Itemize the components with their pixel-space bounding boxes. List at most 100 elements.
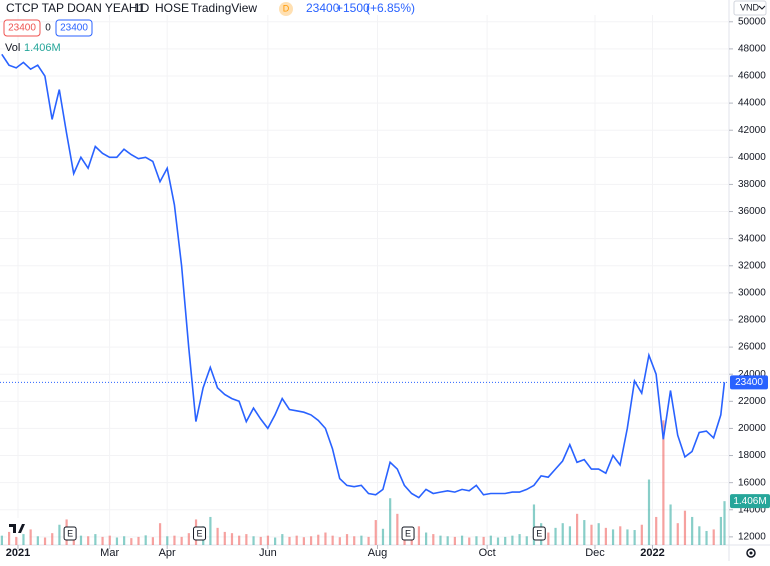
- volume-bar: [640, 524, 643, 545]
- volume-bar: [302, 537, 305, 545]
- volume-bar: [676, 523, 679, 545]
- volume-bar: [137, 536, 140, 545]
- volume-bar: [669, 504, 672, 545]
- volume-bar: [554, 527, 557, 545]
- volume-bar: [87, 536, 90, 545]
- volume-bar: [281, 534, 284, 545]
- y-tick-label: 20000: [738, 423, 766, 434]
- volume-bar: [561, 523, 564, 545]
- spread: 0: [45, 23, 51, 34]
- volume-last-axis-label: 1.406M: [733, 496, 766, 507]
- y-tick-label: 24000: [738, 369, 766, 380]
- volume-bar: [223, 531, 226, 545]
- y-tick-label: 42000: [738, 125, 766, 136]
- volume-bar: [425, 532, 428, 545]
- volume-bar: [259, 536, 262, 545]
- event-marker[interactable]: E: [63, 526, 77, 541]
- volume-bar: [353, 536, 356, 545]
- y-tick-label: 16000: [738, 477, 766, 488]
- volume-bar: [633, 530, 636, 545]
- volume-bar: [58, 524, 61, 545]
- volume-bar: [144, 535, 147, 545]
- y-tick-label: 14000: [738, 504, 766, 515]
- volume-bar: [662, 420, 665, 545]
- source: TradingView: [191, 1, 257, 15]
- y-tick-label: 46000: [738, 71, 766, 82]
- event-marker[interactable]: E: [532, 526, 546, 541]
- volume-bar: [295, 535, 298, 545]
- volume-bar: [360, 535, 363, 545]
- y-tick-label: 12000: [738, 532, 766, 543]
- volume-bar: [288, 536, 291, 545]
- volume-bar: [475, 536, 478, 545]
- volume-bar: [115, 537, 119, 545]
- volume-bar: [683, 510, 687, 545]
- volume-bar: [266, 535, 270, 545]
- volume-bar: [468, 537, 471, 545]
- y-tick-label: 28000: [738, 315, 766, 326]
- currency-dropdown[interactable]: [733, 0, 767, 16]
- volume-bar: [525, 536, 528, 545]
- volume-bar: [245, 534, 248, 545]
- volume-bar: [647, 479, 651, 545]
- volume-bar: [611, 529, 615, 545]
- volume-bar: [446, 536, 449, 545]
- volume-bar: [230, 533, 234, 545]
- volume-bar: [94, 534, 97, 545]
- volume-bar: [79, 535, 83, 545]
- event-label: E: [536, 528, 542, 538]
- volume-bar: [381, 528, 385, 545]
- volume-bar: [568, 526, 572, 545]
- volume-bar: [338, 537, 341, 545]
- volume-bar: [511, 535, 514, 545]
- volume-bar: [51, 533, 54, 545]
- x-tick-label: Dec: [585, 547, 605, 559]
- volume-bar: [345, 534, 349, 545]
- volume-bar: [15, 536, 18, 545]
- volume-bar: [101, 536, 104, 545]
- volume-bar: [532, 504, 536, 545]
- event-box: [401, 526, 415, 541]
- symbol-title: CTCP TAP DOAN YEAH1: [6, 1, 145, 15]
- volume-bar: [460, 535, 464, 545]
- volume-bar: [691, 516, 694, 545]
- bid-box[interactable]: [3, 19, 41, 37]
- event-box: [193, 526, 207, 541]
- y-tick-label: 38000: [738, 179, 766, 190]
- settings-gear[interactable]: [746, 548, 756, 558]
- volume-bar: [590, 524, 593, 545]
- volume-bar: [489, 535, 492, 545]
- event-marker[interactable]: E: [193, 526, 207, 541]
- status-badge[interactable]: [279, 2, 293, 16]
- volume-bar: [324, 532, 327, 545]
- volume-bar: [187, 533, 190, 545]
- volume-last-box: [730, 494, 770, 509]
- x-tick-label: 2021: [6, 547, 30, 559]
- volume-bar: [604, 527, 607, 545]
- bid: 23400: [8, 23, 36, 34]
- volume-bar: [439, 535, 442, 545]
- event-box: [63, 526, 77, 541]
- y-tick-label: 32000: [738, 260, 766, 271]
- dropdown-arrow: [758, 5, 766, 10]
- status-badge-text: D: [283, 3, 290, 13]
- volume-bar: [655, 516, 658, 545]
- volume-bar: [130, 538, 133, 545]
- volume-bar: [705, 530, 708, 545]
- volume-bar: [417, 526, 421, 545]
- volume-bar: [453, 536, 456, 545]
- volume-bar: [723, 501, 726, 545]
- ask-box[interactable]: [55, 19, 93, 37]
- logo[interactable]: [6, 518, 30, 538]
- y-tick-label: 50000: [738, 16, 766, 27]
- volume-bar: [158, 523, 162, 545]
- price-change-pct: (+6.85%): [366, 1, 415, 15]
- volume-label: Vol: [5, 42, 20, 54]
- volume-bar: [108, 535, 111, 545]
- event-marker[interactable]: E: [401, 526, 415, 541]
- volume-bar: [619, 526, 622, 545]
- interval: 1D: [134, 1, 150, 15]
- y-tick-label: 22000: [738, 396, 766, 407]
- volume-bar: [22, 534, 25, 545]
